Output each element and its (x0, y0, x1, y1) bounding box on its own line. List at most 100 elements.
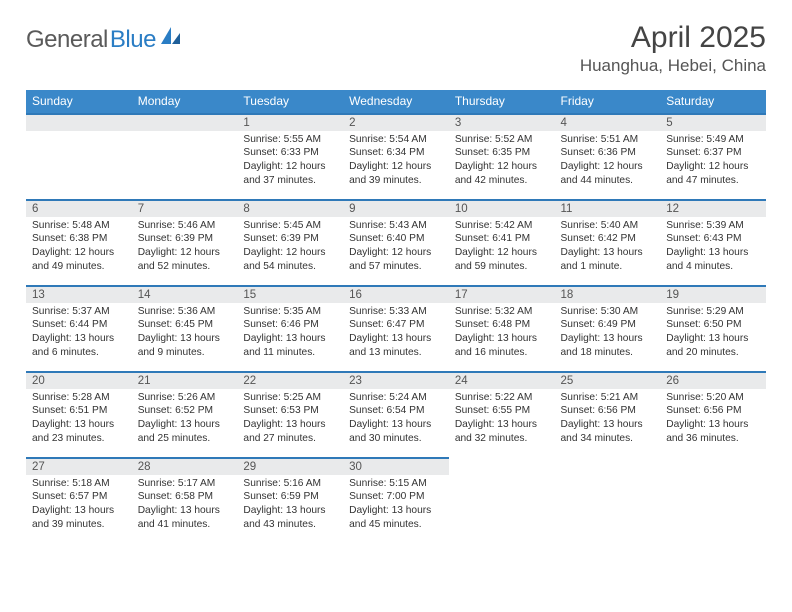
sunrise-text: Sunrise: 5:46 AM (138, 219, 232, 233)
daylight-text: Daylight: 13 hours and 39 minutes. (32, 504, 126, 532)
brand-logo: GeneralBlue (26, 22, 182, 54)
sunrise-text: Sunrise: 5:42 AM (455, 219, 549, 233)
day-number: 21 (132, 371, 238, 389)
sunrise-text: Sunrise: 5:17 AM (138, 477, 232, 491)
sunset-text: Sunset: 6:34 PM (349, 146, 443, 160)
day-number: 28 (132, 457, 238, 475)
day-details: Sunrise: 5:28 AMSunset: 6:51 PMDaylight:… (26, 389, 132, 450)
daylight-text: Daylight: 13 hours and 4 minutes. (666, 246, 760, 274)
day-details: Sunrise: 5:18 AMSunset: 6:57 PMDaylight:… (26, 475, 132, 536)
calendar-cell: 15Sunrise: 5:35 AMSunset: 6:46 PMDayligh… (237, 285, 343, 371)
sunset-text: Sunset: 6:36 PM (561, 146, 655, 160)
daylight-text: Daylight: 13 hours and 25 minutes. (138, 418, 232, 446)
sunset-text: Sunset: 6:56 PM (561, 404, 655, 418)
calendar-cell: . (26, 113, 132, 199)
month-title: April 2025 (580, 22, 766, 54)
sunrise-text: Sunrise: 5:15 AM (349, 477, 443, 491)
sunrise-text: Sunrise: 5:29 AM (666, 305, 760, 319)
sunrise-text: Sunrise: 5:30 AM (561, 305, 655, 319)
sail-icon (160, 26, 182, 51)
day-number: . (660, 457, 766, 475)
sunset-text: Sunset: 6:46 PM (243, 318, 337, 332)
sunset-text: Sunset: 6:47 PM (349, 318, 443, 332)
day-details: Sunrise: 5:15 AMSunset: 7:00 PMDaylight:… (343, 475, 449, 536)
day-number: 24 (449, 371, 555, 389)
day-number: 8 (237, 199, 343, 217)
day-details (26, 131, 132, 137)
calendar-cell: 21Sunrise: 5:26 AMSunset: 6:52 PMDayligh… (132, 371, 238, 457)
sunrise-text: Sunrise: 5:21 AM (561, 391, 655, 405)
sunset-text: Sunset: 7:00 PM (349, 490, 443, 504)
sunrise-text: Sunrise: 5:18 AM (32, 477, 126, 491)
day-number: 12 (660, 199, 766, 217)
calendar-table: Sunday Monday Tuesday Wednesday Thursday… (26, 90, 766, 543)
daylight-text: Daylight: 12 hours and 47 minutes. (666, 160, 760, 188)
day-details: Sunrise: 5:37 AMSunset: 6:44 PMDaylight:… (26, 303, 132, 364)
sunrise-text: Sunrise: 5:55 AM (243, 133, 337, 147)
sunrise-text: Sunrise: 5:39 AM (666, 219, 760, 233)
sunset-text: Sunset: 6:35 PM (455, 146, 549, 160)
day-number: 10 (449, 199, 555, 217)
sunrise-text: Sunrise: 5:22 AM (455, 391, 549, 405)
sunrise-text: Sunrise: 5:36 AM (138, 305, 232, 319)
day-details: Sunrise: 5:21 AMSunset: 6:56 PMDaylight:… (555, 389, 661, 450)
calendar-cell: 24 Sunrise: 5:22 AMSunset: 6:55 PMDayligh… (449, 371, 555, 457)
logo-text-blue: Blue (110, 26, 156, 54)
sunset-text: Sunset: 6:55 PM (455, 404, 549, 418)
day-details: Sunrise: 5:35 AMSunset: 6:46 PMDaylight:… (237, 303, 343, 364)
day-details: Sunrise: 5:46 AMSunset: 6:39 PMDaylight:… (132, 217, 238, 278)
daylight-text: Daylight: 12 hours and 54 minutes. (243, 246, 337, 274)
day-number: 7 (132, 199, 238, 217)
calendar-cell: . (132, 113, 238, 199)
day-number: 11 (555, 199, 661, 217)
day-number: . (555, 457, 661, 475)
day-details: Sunrise: 5:25 AMSunset: 6:53 PMDaylight:… (237, 389, 343, 450)
day-details: Sunrise: 5:29 AMSunset: 6:50 PMDaylight:… (660, 303, 766, 364)
sunrise-text: Sunrise: 5:28 AM (32, 391, 126, 405)
sunset-text: Sunset: 6:48 PM (455, 318, 549, 332)
daylight-text: Daylight: 13 hours and 27 minutes. (243, 418, 337, 446)
day-details: Sunrise: 5:51 AMSunset: 6:36 PMDaylight:… (555, 131, 661, 192)
title-block: April 2025 Huanghua, Hebei, China (580, 22, 766, 76)
calendar-cell: 4Sunrise: 5:51 AMSunset: 6:36 PMDaylight… (555, 113, 661, 199)
daylight-text: Daylight: 13 hours and 32 minutes. (455, 418, 549, 446)
calendar-cell: 9Sunrise: 5:43 AMSunset: 6:40 PMDaylight… (343, 199, 449, 285)
calendar-cell: 5Sunrise: 5:49 AMSunset: 6:37 PMDaylight… (660, 113, 766, 199)
logo-text-gray: General (26, 26, 108, 54)
day-details: Sunrise: 5:49 AMSunset: 6:37 PMDaylight:… (660, 131, 766, 192)
sunrise-text: Sunrise: 5:20 AM (666, 391, 760, 405)
sunrise-text: Sunrise: 5:43 AM (349, 219, 443, 233)
daylight-text: Daylight: 13 hours and 16 minutes. (455, 332, 549, 360)
calendar-cell: 17Sunrise: 5:32 AMSunset: 6:48 PMDayligh… (449, 285, 555, 371)
col-header: Monday (132, 90, 238, 113)
day-number: 16 (343, 285, 449, 303)
calendar-week-row: 20Sunrise: 5:28 AMSunset: 6:51 PMDayligh… (26, 371, 766, 457)
calendar-week-row: 27Sunrise: 5:18 AMSunset: 6:57 PMDayligh… (26, 457, 766, 543)
day-number: 9 (343, 199, 449, 217)
calendar-week-row: 13Sunrise: 5:37 AMSunset: 6:44 PMDayligh… (26, 285, 766, 371)
day-details: Sunrise: 5:43 AMSunset: 6:40 PMDaylight:… (343, 217, 449, 278)
calendar-cell: 16Sunrise: 5:33 AMSunset: 6:47 PMDayligh… (343, 285, 449, 371)
daylight-text: Daylight: 13 hours and 41 minutes. (138, 504, 232, 532)
col-header: Sunday (26, 90, 132, 113)
calendar-cell: 10Sunrise: 5:42 AMSunset: 6:41 PMDayligh… (449, 199, 555, 285)
calendar-cell: 18Sunrise: 5:30 AMSunset: 6:49 PMDayligh… (555, 285, 661, 371)
calendar-cell: 8Sunrise: 5:45 AMSunset: 6:39 PMDaylight… (237, 199, 343, 285)
calendar-page: GeneralBlue April 2025 Huanghua, Hebei, … (0, 0, 792, 563)
sunset-text: Sunset: 6:49 PM (561, 318, 655, 332)
calendar-cell: 7Sunrise: 5:46 AMSunset: 6:39 PMDaylight… (132, 199, 238, 285)
calendar-cell: 20Sunrise: 5:28 AMSunset: 6:51 PMDayligh… (26, 371, 132, 457)
day-details: Sunrise: 5:20 AMSunset: 6:56 PMDaylight:… (660, 389, 766, 450)
sunset-text: Sunset: 6:52 PM (138, 404, 232, 418)
daylight-text: Daylight: 13 hours and 11 minutes. (243, 332, 337, 360)
col-header: Tuesday (237, 90, 343, 113)
daylight-text: Daylight: 13 hours and 23 minutes. (32, 418, 126, 446)
day-number: 26 (660, 371, 766, 389)
day-details (660, 475, 766, 481)
calendar-cell: 3Sunrise: 5:52 AMSunset: 6:35 PMDaylight… (449, 113, 555, 199)
calendar-week-row: 6Sunrise: 5:48 AMSunset: 6:38 PMDaylight… (26, 199, 766, 285)
daylight-text: Daylight: 13 hours and 43 minutes. (243, 504, 337, 532)
calendar-body: ..1Sunrise: 5:55 AMSunset: 6:33 PMDaylig… (26, 113, 766, 543)
day-details: Sunrise: 5:40 AMSunset: 6:42 PMDaylight:… (555, 217, 661, 278)
day-number: 30 (343, 457, 449, 475)
